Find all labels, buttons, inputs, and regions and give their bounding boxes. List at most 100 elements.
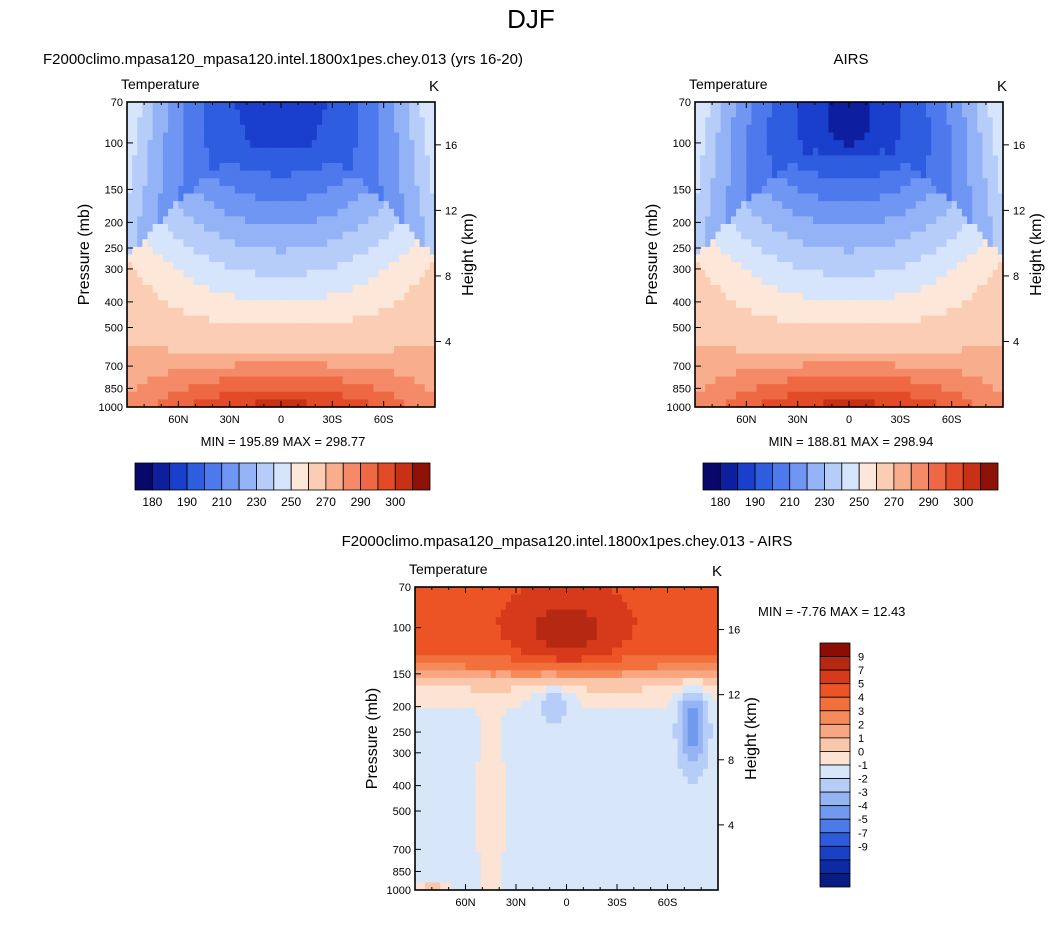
- field-cell: [741, 270, 747, 278]
- field-cell: [762, 346, 768, 354]
- field-cell: [260, 384, 266, 392]
- field-cell: [240, 133, 246, 141]
- field-cell: [941, 201, 947, 209]
- field-cell: [209, 201, 215, 209]
- field-cell: [281, 354, 287, 362]
- field-cell: [286, 117, 292, 125]
- field-cell: [803, 239, 809, 247]
- field-cell: [163, 361, 169, 369]
- field-cell: [302, 384, 308, 392]
- field-cell: [746, 285, 752, 293]
- field-cell: [348, 384, 354, 392]
- field-cell: [276, 133, 282, 141]
- field-cell: [137, 308, 143, 316]
- field-cell: [905, 308, 911, 316]
- field-cell: [271, 369, 277, 377]
- field-cell: [762, 354, 768, 362]
- field-cell: [988, 361, 994, 369]
- field-cell: [808, 224, 814, 232]
- field-cell: [409, 255, 415, 263]
- field-cell: [736, 285, 742, 293]
- field-cell: [373, 110, 379, 118]
- field-cell: [189, 354, 195, 362]
- field-cell: [941, 224, 947, 232]
- field-cell: [189, 316, 195, 324]
- field-cell: [409, 354, 415, 362]
- field-cell: [844, 262, 850, 270]
- field-cell: [885, 209, 891, 217]
- field-cell: [281, 163, 287, 171]
- field-cell: [921, 163, 927, 171]
- field-cell: [281, 331, 287, 339]
- field-cell: [916, 201, 922, 209]
- field-cell: [905, 316, 911, 324]
- field-cell: [700, 270, 706, 278]
- field-cell: [368, 392, 374, 400]
- field-cell: [317, 209, 323, 217]
- field-cell: [327, 285, 333, 293]
- field-cell: [716, 117, 722, 125]
- field-cell: [240, 270, 246, 278]
- field-cell: [348, 209, 354, 217]
- field-cell: [337, 117, 343, 125]
- field-cell: [389, 125, 395, 133]
- field-cell: [736, 300, 742, 308]
- field-cell: [168, 163, 174, 171]
- field-cell: [731, 277, 737, 285]
- field-cell: [235, 338, 241, 346]
- field-cell: [225, 194, 231, 202]
- field-cell: [389, 316, 395, 324]
- colorbar-box: [772, 463, 789, 490]
- field-cell: [993, 148, 999, 156]
- field-cell: [296, 285, 302, 293]
- field-cell: [204, 293, 210, 301]
- field-cell: [296, 392, 302, 400]
- field-cell: [890, 232, 896, 240]
- field-cell: [158, 331, 164, 339]
- x-tick-label: 0: [846, 414, 852, 426]
- field-cell: [153, 102, 159, 110]
- field-cell: [818, 331, 824, 339]
- field-cell: [864, 277, 870, 285]
- field-cell: [327, 110, 333, 118]
- field-cell: [870, 216, 876, 224]
- field-cell: [988, 216, 994, 224]
- field-cell: [751, 346, 757, 354]
- field-cell: [967, 354, 973, 362]
- field-cell: [142, 277, 148, 285]
- field-cell: [199, 171, 205, 179]
- field-cell: [736, 224, 742, 232]
- field-cell: [777, 262, 783, 270]
- field-cell: [276, 384, 282, 392]
- field-cell: [343, 110, 349, 118]
- field-cell: [358, 186, 364, 194]
- field-cell: [399, 293, 405, 301]
- field-cell: [260, 247, 266, 255]
- field-cell: [798, 247, 804, 255]
- field-cell: [204, 277, 210, 285]
- field-cell: [721, 117, 727, 125]
- field-cell: [214, 171, 220, 179]
- field-cell: [132, 117, 138, 125]
- x-tick-label: 30S: [891, 414, 911, 426]
- field-cell: [931, 171, 937, 179]
- field-cell: [988, 209, 994, 217]
- field-cell: [358, 247, 364, 255]
- field-cell: [404, 232, 410, 240]
- field-cell: [941, 102, 947, 110]
- field-cell: [379, 346, 385, 354]
- field-cell: [695, 361, 701, 369]
- field-cell: [322, 384, 328, 392]
- field-cell: [332, 331, 338, 339]
- field-cell: [844, 110, 850, 118]
- field-cell: [296, 201, 302, 209]
- field-cell: [793, 331, 799, 339]
- field-cell: [844, 178, 850, 186]
- field-cell: [363, 239, 369, 247]
- field-cell: [772, 201, 778, 209]
- field-cell: [348, 300, 354, 308]
- field-cell: [695, 308, 701, 316]
- field-cell: [962, 201, 968, 209]
- field-cell: [230, 171, 236, 179]
- field-cell: [721, 262, 727, 270]
